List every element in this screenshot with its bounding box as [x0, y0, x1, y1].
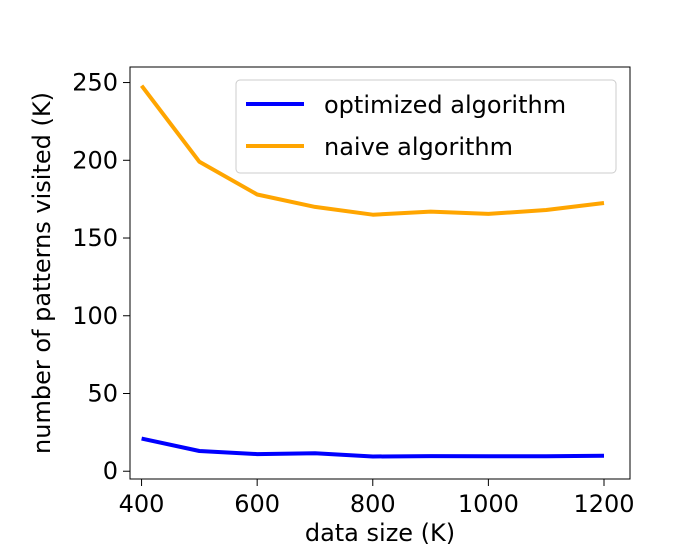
legend-label: optimized algorithm — [324, 91, 566, 119]
x-tick-label: 800 — [350, 490, 396, 518]
series-line-naive — [140, 84, 605, 217]
x-axis-label: data size (K) — [305, 519, 455, 547]
y-tick-label: 100 — [72, 302, 118, 330]
series-layer — [140, 84, 605, 459]
series-line-optimized — [141, 436, 605, 459]
legend-label: naive algorithm — [324, 133, 513, 161]
y-axis-ticks: 0 50 100 150 200 250 — [72, 69, 130, 485]
x-axis-ticks: 400 600 800 1000 1200 — [119, 479, 635, 518]
y-tick-label: 200 — [72, 146, 118, 174]
y-tick-label: 250 — [72, 69, 118, 97]
legend: optimized algorithm naive algorithm — [235, 79, 617, 174]
legend-box — [235, 79, 617, 174]
y-tick-label: 50 — [87, 379, 118, 407]
y-tick-label: 0 — [103, 457, 118, 485]
y-axis-label: number of patterns visited (K) — [28, 92, 56, 454]
y-tick-label: 150 — [72, 224, 118, 252]
x-tick-label: 400 — [119, 490, 165, 518]
plot-frame — [129, 66, 631, 480]
x-tick-label: 600 — [234, 490, 280, 518]
x-tick-label: 1200 — [573, 490, 634, 518]
x-tick-label: 1000 — [458, 490, 519, 518]
